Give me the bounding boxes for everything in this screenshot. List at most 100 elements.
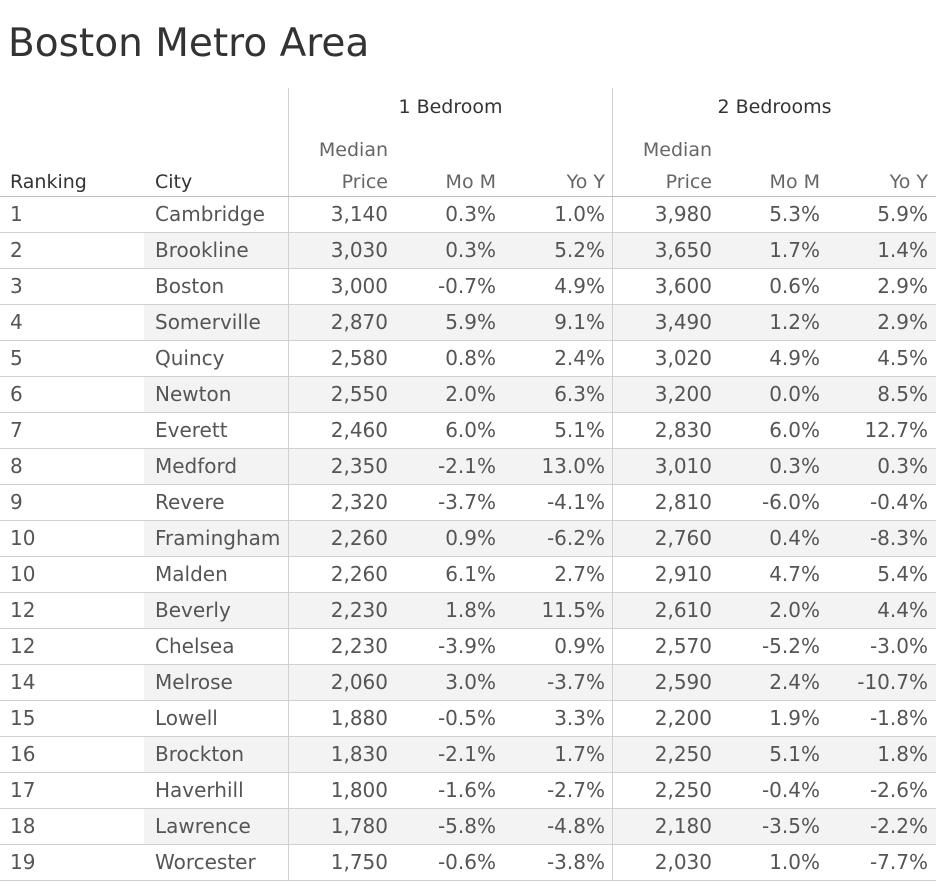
column-header-2bed-mom: Mo M: [769, 171, 820, 193]
cell-1bed-price: 3,000: [330, 274, 388, 298]
cell-1bed-price: 3,030: [330, 238, 388, 262]
cell-2bed-mom: 5.3%: [769, 202, 820, 226]
cell-city: Somerville: [155, 310, 261, 334]
cell-ranking: 3: [10, 274, 23, 298]
cell-ranking: 10: [10, 526, 36, 550]
cell-1bed-yoy: -2.7%: [546, 778, 605, 802]
cell-1bed-yoy: 6.3%: [554, 382, 605, 406]
group-divider-1bed: [288, 377, 289, 413]
cell-2bed-yoy: -3.0%: [869, 634, 928, 658]
cell-2bed-yoy: 2.9%: [877, 274, 928, 298]
cell-1bed-yoy: -3.8%: [546, 850, 605, 874]
table-row: 10 Framingham 2,260 0.9% -6.2% 2,760 0.4% -8.3%: [0, 521, 936, 557]
cell-2bed-mom: 6.0%: [769, 418, 820, 442]
cell-1bed-mom: 6.1%: [445, 562, 496, 586]
cell-1bed-price: 1,800: [330, 778, 388, 802]
cell-2bed-yoy: 4.5%: [877, 346, 928, 370]
cell-1bed-mom: 0.3%: [445, 238, 496, 262]
cell-1bed-price: 1,750: [330, 850, 388, 874]
cell-1bed-mom: 2.0%: [445, 382, 496, 406]
row-stripe: [144, 809, 936, 844]
cell-1bed-mom: -0.5%: [437, 706, 496, 730]
group-divider-2bed: [612, 305, 613, 341]
group-divider-2bed: [612, 845, 613, 881]
cell-2bed-yoy: 1.4%: [877, 238, 928, 262]
cell-1bed-yoy: 9.1%: [554, 310, 605, 334]
group-divider-1bed: [288, 665, 289, 701]
cell-2bed-price: 3,010: [654, 454, 712, 478]
cell-1bed-mom: 5.9%: [445, 310, 496, 334]
cell-city: Newton: [155, 382, 232, 406]
cell-2bed-price: 2,610: [654, 598, 712, 622]
group-divider-1bed: [288, 485, 289, 521]
cell-city: Worcester: [155, 850, 256, 874]
row-stripe: [144, 665, 936, 700]
group-divider-2bed: [612, 485, 613, 521]
cell-1bed-mom: 0.3%: [445, 202, 496, 226]
cell-1bed-mom: 6.0%: [445, 418, 496, 442]
cell-1bed-mom: -0.6%: [437, 850, 496, 874]
page-title: Boston Metro Area: [8, 21, 370, 66]
cell-1bed-mom: 3.0%: [445, 670, 496, 694]
cell-1bed-price: 2,230: [330, 634, 388, 658]
cell-1bed-price: 1,780: [330, 814, 388, 838]
cell-1bed-yoy: 0.9%: [554, 634, 605, 658]
table-row: 6 Newton 2,550 2.0% 6.3% 3,200 0.0% 8.5%: [0, 377, 936, 413]
cell-ranking: 4: [10, 310, 23, 334]
cell-city: Beverly: [155, 598, 231, 622]
cell-1bed-price: 2,460: [330, 418, 388, 442]
cell-1bed-price: 2,580: [330, 346, 388, 370]
group-divider-2bed: [612, 88, 613, 196]
row-stripe: [144, 737, 936, 772]
median-label: Median: [318, 139, 388, 161]
cell-ranking: 8: [10, 454, 23, 478]
table-row: 1 Cambridge 3,140 0.3% 1.0% 3,980 5.3% 5.9%: [0, 197, 936, 233]
row-stripe: [144, 233, 936, 268]
header-rule: [0, 196, 936, 197]
cell-2bed-mom: 1.7%: [769, 238, 820, 262]
group-divider-2bed: [612, 197, 613, 233]
cell-2bed-mom: 2.4%: [769, 670, 820, 694]
column-header-2bed-median-price: Median Price: [612, 134, 712, 198]
price-label: Price: [341, 171, 388, 193]
group-divider-2bed: [612, 341, 613, 377]
cell-2bed-mom: 0.3%: [769, 454, 820, 478]
cell-2bed-yoy: -0.4%: [869, 490, 928, 514]
table-row: 16 Brockton 1,830 -2.1% 1.7% 2,250 5.1% 1.8%: [0, 737, 936, 773]
group-divider-1bed: [288, 701, 289, 737]
table-row: 15 Lowell 1,880 -0.5% 3.3% 2,200 1.9% -1.8%: [0, 701, 936, 737]
cell-city: Brookline: [155, 238, 249, 262]
group-divider-2bed: [612, 557, 613, 593]
table-row: 2 Brookline 3,030 0.3% 5.2% 3,650 1.7% 1.4%: [0, 233, 936, 269]
table-row: 9 Revere 2,320 -3.7% -4.1% 2,810 -6.0% -0.4%: [0, 485, 936, 521]
cell-ranking: 9: [10, 490, 23, 514]
cell-ranking: 6: [10, 382, 23, 406]
group-divider-2bed: [612, 521, 613, 557]
group-divider-1bed: [288, 521, 289, 557]
table-body: 1 Cambridge 3,140 0.3% 1.0% 3,980 5.3% 5.9% 2 Bro…: [0, 197, 936, 881]
cell-2bed-yoy: 0.3%: [877, 454, 928, 478]
column-header-1bed-median-price: Median Price: [288, 134, 388, 198]
column-header-ranking: Ranking: [10, 171, 87, 193]
table-row: 14 Melrose 2,060 3.0% -3.7% 2,590 2.4% -10.7%: [0, 665, 936, 701]
cell-1bed-yoy: 3.3%: [554, 706, 605, 730]
group-divider-1bed: [288, 413, 289, 449]
row-stripe: [144, 377, 936, 412]
table-row: 7 Everett 2,460 6.0% 5.1% 2,830 6.0% 12.7%: [0, 413, 936, 449]
cell-city: Malden: [155, 562, 228, 586]
table-row: 12 Beverly 2,230 1.8% 11.5% 2,610 2.0% 4.4%: [0, 593, 936, 629]
cell-ranking: 19: [10, 850, 36, 874]
row-stripe: [144, 305, 936, 340]
cell-2bed-price: 2,250: [654, 778, 712, 802]
table-row: 3 Boston 3,000 -0.7% 4.9% 3,600 0.6% 2.9%: [0, 269, 936, 305]
group-divider-2bed: [612, 593, 613, 629]
group-divider-1bed: [288, 737, 289, 773]
group-divider-1bed: [288, 305, 289, 341]
cell-2bed-price: 3,490: [654, 310, 712, 334]
cell-1bed-yoy: 4.9%: [554, 274, 605, 298]
cell-1bed-yoy: 2.7%: [554, 562, 605, 586]
cell-1bed-yoy: 13.0%: [541, 454, 605, 478]
row-stripe: [144, 449, 936, 484]
group-divider-1bed: [288, 449, 289, 485]
group-divider-1bed: [288, 88, 289, 196]
